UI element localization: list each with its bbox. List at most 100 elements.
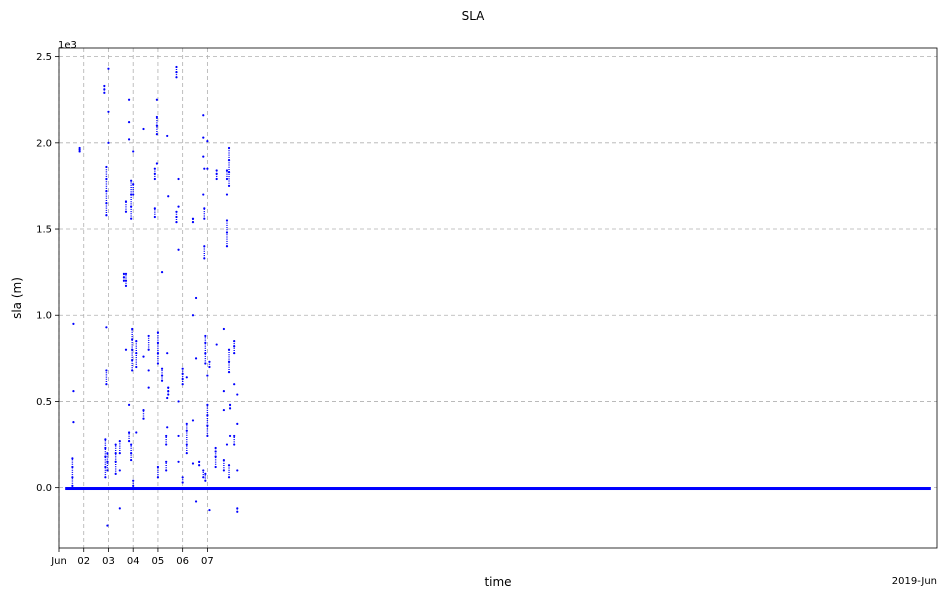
data-point bbox=[107, 110, 110, 113]
y-axis-offset-label: 1e3 bbox=[58, 40, 77, 51]
data-point bbox=[177, 400, 180, 403]
data-point bbox=[236, 469, 239, 472]
y-tick-label: 1.0 bbox=[36, 311, 52, 322]
data-point bbox=[142, 355, 145, 358]
data-point bbox=[233, 383, 236, 386]
data-point bbox=[206, 167, 209, 170]
data-point bbox=[127, 121, 131, 124]
data-point bbox=[203, 167, 206, 170]
y-tick-label: 2.0 bbox=[36, 138, 52, 149]
data-point bbox=[107, 67, 110, 70]
data-points bbox=[65, 65, 931, 527]
data-point bbox=[127, 98, 131, 101]
data-point bbox=[166, 134, 169, 138]
data-point bbox=[222, 408, 225, 412]
data-point bbox=[124, 348, 128, 351]
data-point bbox=[215, 343, 218, 346]
data-point bbox=[194, 296, 198, 300]
data-point bbox=[191, 314, 195, 317]
data-point bbox=[191, 419, 195, 422]
y-tick-label: 0.0 bbox=[36, 483, 52, 494]
data-point bbox=[142, 127, 145, 131]
data-point bbox=[177, 205, 180, 208]
data-point bbox=[206, 140, 209, 143]
data-point bbox=[202, 155, 205, 158]
data-point bbox=[177, 248, 180, 251]
plot-frame bbox=[58, 47, 938, 549]
data-point bbox=[225, 169, 229, 172]
data-point bbox=[106, 452, 109, 455]
data-point bbox=[155, 115, 158, 119]
data-point bbox=[72, 421, 75, 424]
data-point bbox=[130, 443, 133, 446]
data-point bbox=[118, 507, 121, 510]
y-axis-label: sla (m) bbox=[10, 277, 24, 319]
data-point bbox=[114, 443, 117, 446]
data-point bbox=[191, 462, 195, 465]
data-point bbox=[165, 460, 168, 463]
x-tick-label: 04 bbox=[127, 556, 140, 567]
data-point bbox=[208, 508, 211, 512]
y-tick-label: 1.5 bbox=[36, 225, 52, 236]
data-point bbox=[78, 146, 81, 150]
data-point bbox=[222, 327, 225, 331]
data-point bbox=[142, 408, 145, 412]
data-point bbox=[166, 426, 169, 429]
data-point bbox=[107, 141, 110, 144]
data-point bbox=[105, 326, 108, 329]
data-point bbox=[104, 438, 107, 441]
data-point bbox=[155, 162, 158, 165]
data-point bbox=[165, 434, 168, 438]
data-point bbox=[236, 393, 239, 396]
data-point bbox=[236, 422, 239, 425]
data-point bbox=[225, 193, 229, 196]
axis-ticks: Jun 02 03 04 05 06 07 0.0 0.5 1.0 1.5 2.0 2.5 bbox=[36, 52, 214, 567]
x-tick-label: 02 bbox=[77, 556, 90, 567]
baseline-points-band bbox=[65, 487, 931, 491]
data-point bbox=[177, 177, 180, 181]
data-point bbox=[153, 207, 156, 210]
data-point bbox=[155, 98, 158, 101]
data-point bbox=[147, 369, 150, 372]
data-point bbox=[167, 195, 170, 198]
data-point bbox=[132, 150, 135, 153]
x-axis-label: time bbox=[484, 575, 511, 589]
data-point bbox=[202, 193, 205, 196]
data-point bbox=[222, 390, 225, 393]
data-point bbox=[177, 460, 180, 463]
data-point bbox=[202, 136, 205, 139]
data-point bbox=[225, 443, 229, 446]
x-tick-label: 03 bbox=[102, 556, 115, 567]
data-point bbox=[127, 403, 131, 406]
x-tick-label: 05 bbox=[152, 556, 165, 567]
data-point bbox=[233, 434, 236, 438]
y-tick-label: 0.5 bbox=[36, 397, 52, 408]
data-point bbox=[147, 386, 150, 389]
data-point bbox=[228, 434, 232, 438]
x-tick-label: Jun bbox=[50, 556, 67, 567]
grid-lines bbox=[58, 48, 937, 548]
data-point bbox=[202, 114, 205, 117]
x-tick-label: 06 bbox=[176, 556, 189, 567]
chart-title: SLA bbox=[462, 9, 486, 23]
x-axis-offset-label: 2019-Jun bbox=[892, 576, 937, 587]
data-point bbox=[127, 138, 131, 141]
x-tick-label: 07 bbox=[201, 556, 214, 567]
data-point bbox=[127, 431, 131, 434]
data-point bbox=[71, 457, 74, 460]
data-point bbox=[135, 431, 138, 434]
data-point bbox=[194, 357, 198, 360]
data-point bbox=[160, 271, 164, 274]
data-point bbox=[206, 374, 209, 377]
data-point bbox=[72, 322, 75, 325]
data-point bbox=[177, 434, 180, 438]
data-point bbox=[118, 469, 121, 472]
data-point bbox=[166, 396, 169, 400]
y-tick-label: 2.5 bbox=[36, 52, 52, 63]
data-point bbox=[130, 179, 133, 182]
data-point bbox=[194, 500, 198, 503]
data-point bbox=[185, 376, 188, 379]
data-point bbox=[72, 390, 75, 393]
data-point bbox=[106, 524, 109, 527]
